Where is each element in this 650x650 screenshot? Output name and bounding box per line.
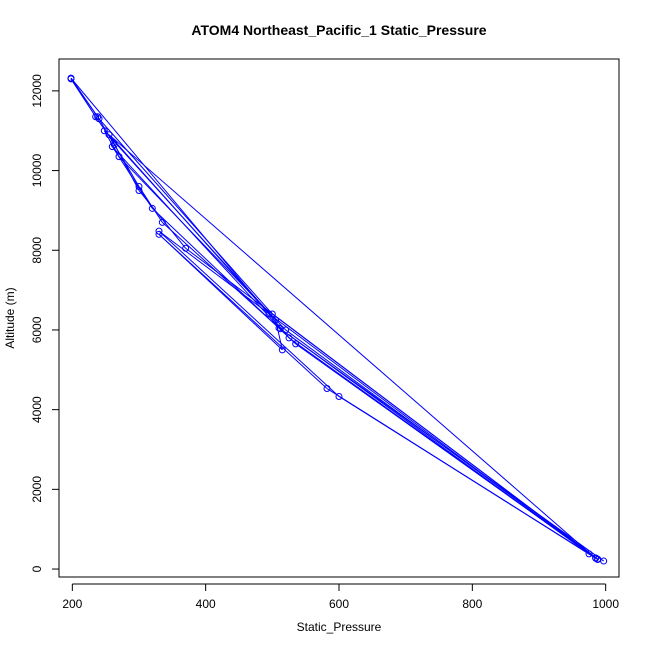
data-point <box>323 385 331 393</box>
series-segment <box>285 329 596 559</box>
data-point <box>148 204 156 212</box>
data-point <box>115 153 123 161</box>
x-tick-label: 600 <box>329 597 349 611</box>
data-point <box>275 324 283 332</box>
data-point <box>335 393 343 400</box>
data-point <box>105 131 113 139</box>
chart-title: ATOM4 Northeast_Pacific_1 Static_Pressur… <box>191 22 486 38</box>
data-point <box>155 227 163 235</box>
data-point <box>585 550 593 558</box>
series-segment <box>275 319 283 350</box>
x-tick-label: 1000 <box>592 597 619 611</box>
y-tick-label: 10000 <box>30 154 44 188</box>
y-tick-label: 12000 <box>30 74 44 108</box>
y-tick-label: 6000 <box>30 316 44 343</box>
data-point <box>110 139 118 147</box>
data-point <box>278 346 286 354</box>
data-point <box>292 340 300 348</box>
data-point <box>95 115 103 123</box>
data-point <box>265 310 273 318</box>
data-point <box>155 230 163 238</box>
data-point <box>108 143 116 151</box>
x-tick-label: 800 <box>462 597 482 611</box>
data-point <box>135 183 143 191</box>
series-segment <box>158 233 328 389</box>
y-axis: 0 2000 4000 6000 8000 10000 12000 <box>30 74 60 572</box>
plot-area <box>67 74 608 565</box>
data-point <box>592 554 600 562</box>
data-point <box>282 326 290 334</box>
y-tick-label: 0 <box>30 565 44 572</box>
x-axis: 200 400 600 800 1000 <box>62 583 619 611</box>
x-tick-label: 200 <box>62 597 82 611</box>
y-axis-label: Altitude (m) <box>3 287 17 348</box>
x-axis-label: Static_Pressure <box>297 620 382 634</box>
series-segment <box>113 142 140 191</box>
series-segment <box>70 78 97 118</box>
series-segment <box>108 134 270 315</box>
data-point <box>268 310 276 318</box>
series-segment <box>151 208 297 345</box>
y-tick-label: 2000 <box>30 476 44 503</box>
x-tick-label: 400 <box>196 597 216 611</box>
series-segment <box>280 328 590 555</box>
y-tick-label: 4000 <box>30 396 44 423</box>
series-segment <box>70 77 100 120</box>
data-point <box>67 74 75 82</box>
data-point <box>135 186 143 194</box>
data-point <box>285 334 293 342</box>
series-segment <box>108 134 596 559</box>
series-segment <box>326 388 596 559</box>
data-point <box>272 316 280 324</box>
data-point <box>182 244 190 252</box>
series-segment <box>272 313 598 560</box>
data-point <box>100 127 108 135</box>
series-segment <box>158 230 340 397</box>
y-tick-label: 8000 <box>30 237 44 264</box>
data-point <box>158 218 166 226</box>
data-point <box>94 113 102 121</box>
